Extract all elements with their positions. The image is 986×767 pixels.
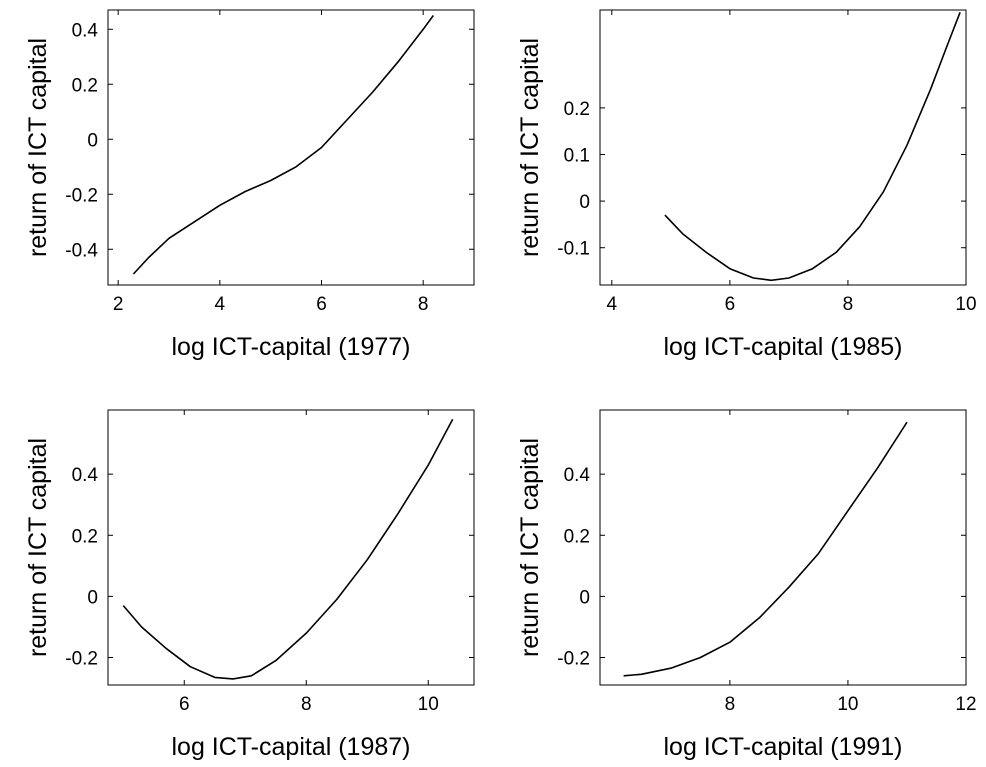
chart-panel-3: -0.2 0 0.2 0.4 6 8 10 log ICT-capital (1987) ret… [24, 409, 475, 761]
plot-area-frame [107, 9, 475, 286]
series-line [132, 15, 434, 275]
y-tick-label: 0.2 [72, 75, 98, 96]
chart-panel-4: -0.2 0 0.2 0.4 8 10 12 log ICT-capital (1991) re… [516, 409, 977, 761]
y-axis-label: return of ICT capital [516, 438, 544, 657]
x-tick-label: 6 [179, 694, 190, 715]
y-tick-label: 0 [87, 130, 98, 151]
x-tick-label: 12 [955, 694, 976, 715]
x-tick-label: 6 [316, 294, 327, 315]
x-tick-label: 4 [607, 294, 618, 315]
y-tick-label: 0 [579, 587, 590, 608]
y-axis-label: return of ICT capital [516, 38, 544, 257]
x-tick-label: 4 [215, 294, 226, 315]
y-axis-label: return of ICT capital [24, 438, 52, 657]
y-tick-label: -0.2 [557, 649, 590, 670]
x-tick-label: 8 [843, 294, 854, 315]
y-tick-label: 0.4 [72, 20, 99, 41]
x-tick-label: 10 [955, 294, 976, 315]
x-tick-label: 2 [113, 294, 124, 315]
y-tick-label: -0.2 [65, 185, 98, 206]
x-axis-label: log ICT-capital (1987) [171, 733, 410, 761]
x-tick-label: 8 [418, 294, 429, 315]
y-tick-label: -0.4 [65, 240, 98, 261]
plot-area-frame [107, 409, 475, 686]
chart-panel-1: -0.4 -0.2 0 0.2 0.4 2 4 6 8 log ICT-capital (1977… [24, 9, 475, 361]
y-tick-label: 0.2 [72, 526, 98, 547]
y-tick-label: -0.2 [65, 649, 98, 670]
series-line [623, 421, 908, 677]
y-tick-label: -0.1 [557, 239, 590, 260]
y-tick-label: 0.2 [564, 526, 590, 547]
y-tick-label: 0 [579, 192, 590, 213]
x-axis-label: log ICT-capital (1991) [663, 733, 902, 761]
x-tick-label: 10 [418, 694, 439, 715]
y-tick-label: 0.4 [72, 465, 99, 486]
plot-area-frame [599, 409, 967, 686]
plot-area-frame [599, 9, 967, 286]
y-axis-label: return of ICT capital [24, 38, 52, 257]
x-tick-label: 8 [725, 694, 736, 715]
y-tick-label: 0.4 [564, 465, 591, 486]
x-tick-label: 6 [725, 294, 736, 315]
chart-panel-2: -0.1 0 0.1 0.2 4 6 8 10 log ICT-capital (1985) re… [516, 9, 977, 361]
x-axis-label: log ICT-capital (1977) [171, 333, 410, 361]
x-axis-label: log ICT-capital (1985) [663, 333, 902, 361]
x-tick-label: 8 [301, 694, 312, 715]
series-line [664, 12, 961, 282]
y-tick-label: 0 [87, 587, 98, 608]
y-tick-label: 0.2 [564, 99, 590, 120]
y-tick-label: 0.1 [564, 145, 590, 166]
x-tick-label: 10 [837, 694, 858, 715]
series-line [122, 418, 454, 680]
